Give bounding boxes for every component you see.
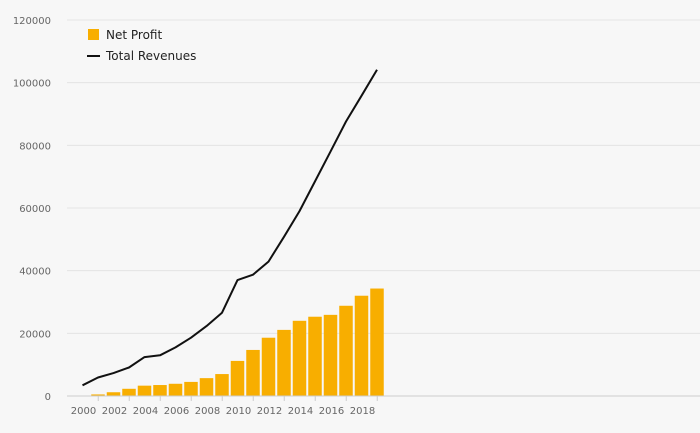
net-profit-bar — [277, 329, 291, 396]
x-tick-label: 2010 — [226, 406, 251, 417]
net-profit-bar — [308, 316, 322, 396]
net-profit-bar — [91, 394, 105, 396]
x-tick-label: 2002 — [102, 406, 127, 417]
legend-label-net-profit: Net Profit — [106, 28, 162, 42]
net-profit-bar — [168, 383, 183, 396]
total-revenues-line-layer — [82, 69, 378, 387]
net-profit-bar — [323, 314, 338, 396]
x-axis: 2000 2002 2004 2006 2008 2010 2012 2014 2016 2018 — [67, 395, 700, 417]
legend: Net Profit Total Revenues — [87, 28, 196, 63]
net-profit-bar — [339, 305, 353, 396]
net-profit-bar — [261, 337, 276, 396]
x-tick-label: 2018 — [350, 406, 375, 417]
y-tick-label: 120000 — [13, 16, 51, 27]
net-profit-bar — [153, 385, 167, 396]
y-tick-label: 0 — [45, 392, 51, 403]
net-profit-bar — [215, 374, 229, 396]
net-profit-bar — [137, 385, 152, 396]
legend-swatch-net-profit — [88, 29, 99, 40]
y-axis-tick-labels: 0 20000 40000 60000 80000 100000 120000 — [13, 16, 51, 403]
y-tick-label: 80000 — [19, 141, 51, 152]
y-tick-label: 60000 — [19, 204, 51, 215]
net-profit-bar — [354, 295, 369, 396]
net-profit-bar — [246, 349, 260, 396]
total-revenues-line — [82, 69, 378, 387]
net-profit-bar — [199, 378, 214, 396]
legend-label-total-revenues: Total Revenues — [105, 49, 196, 63]
x-tick-label: 2016 — [319, 406, 344, 417]
net-profit-bar — [292, 320, 307, 396]
x-tick-label: 2014 — [288, 406, 313, 417]
y-tick-label: 20000 — [19, 329, 51, 340]
x-tick-label: 2006 — [164, 406, 189, 417]
net-profit-bar — [230, 360, 245, 396]
x-tick-label: 2000 — [71, 406, 96, 417]
net-profit-bar — [370, 288, 384, 396]
y-tick-label: 40000 — [19, 267, 51, 278]
net-profit-bar — [184, 381, 198, 396]
net-profit-bar — [106, 392, 121, 396]
net-profit-bars — [91, 288, 384, 396]
net-profit-bar — [122, 388, 136, 396]
y-tick-label: 100000 — [13, 79, 51, 90]
gridlines — [67, 19, 700, 334]
x-tick-label: 2012 — [257, 406, 282, 417]
x-tick-label: 2008 — [195, 406, 220, 417]
x-tick-label: 2004 — [133, 406, 158, 417]
